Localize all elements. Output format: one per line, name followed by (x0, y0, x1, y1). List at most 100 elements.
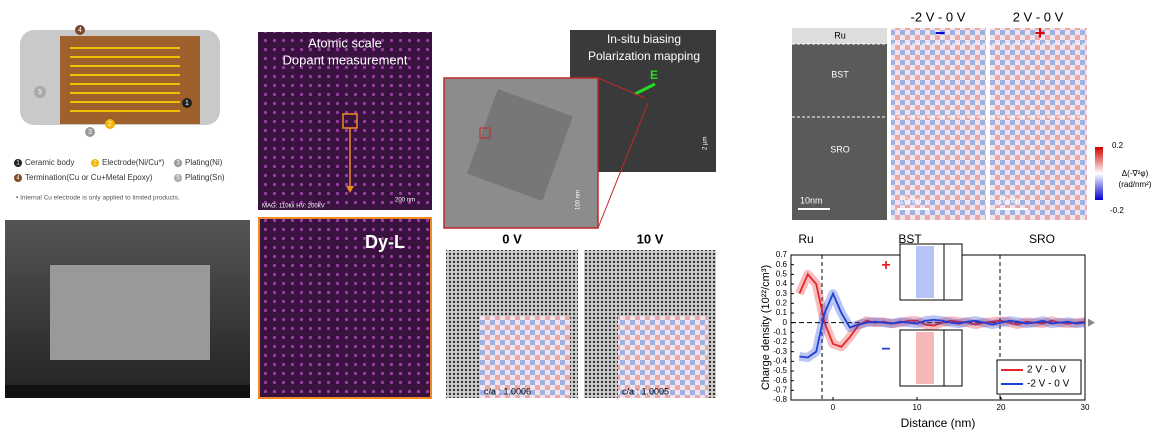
y-tick-label: -0.6 (773, 376, 787, 385)
y-axis-label: Charge density (10²²/cm³) (760, 265, 772, 390)
legend-text: Ceramic body (25, 158, 74, 167)
eds-map (258, 32, 432, 210)
region-label: SRO (1029, 232, 1055, 246)
legend-text: Termination(Cu or Cu+Metal Epoxy) (25, 173, 153, 182)
ratio: c/a : 1.0005 (622, 386, 669, 396)
axis-arrow (1088, 318, 1095, 327)
legend-text: Plating(Ni) (185, 158, 223, 167)
potential-map (990, 28, 1087, 220)
scale-label: 2 µm (703, 137, 709, 150)
legend-label: -2 V - 0 V (1027, 379, 1070, 390)
eds-title: Dopant measurement (282, 52, 407, 67)
grain (467, 89, 573, 201)
marker: 3 (88, 129, 92, 136)
series-line (798, 272, 1086, 348)
note: • Internal Cu electrode is only applied … (16, 195, 180, 202)
scale-label: 100 nm (576, 190, 582, 210)
legend-dot (174, 159, 182, 167)
layer-label: SRO (830, 144, 850, 154)
legend-num: 1 (16, 161, 20, 167)
legend-text: Electrode(Ni/Cu*) (102, 158, 165, 167)
field-arrow (634, 82, 656, 96)
legend-text: Plating(Sn) (185, 173, 225, 182)
colorbar-label: Δ(-∇²φ) (1122, 169, 1149, 178)
capacitor-termination (60, 36, 200, 124)
y-tick-label: 0.1 (776, 308, 788, 317)
legend-dot (174, 174, 182, 182)
x-tick-label: 20 (997, 403, 1006, 412)
inset-sign: + (881, 257, 890, 274)
sem-databar (5, 385, 250, 398)
legend-box (996, 359, 1082, 395)
legend-num: 4 (16, 176, 20, 182)
layer-label: BST (831, 69, 849, 79)
map-header: -2 V - 0 V (911, 9, 966, 24)
colorbar-min: -0.2 (1110, 206, 1124, 215)
marker: 1 (185, 100, 189, 107)
sign: − (935, 23, 946, 43)
scale-bar (798, 208, 830, 210)
series-line (799, 291, 1086, 359)
eds-title: Atomic scale (308, 35, 382, 50)
scale-label: 10nm (998, 195, 1021, 205)
legend-dot (14, 174, 22, 182)
scale-bar (996, 208, 1028, 210)
y-tick-label: -0.5 (773, 366, 787, 375)
polarization-map (618, 316, 708, 398)
y-tick-label: -0.8 (773, 395, 787, 404)
scale-label: 200 nm (395, 198, 415, 204)
stem-haadf (792, 28, 887, 220)
interfaces (792, 43, 1087, 118)
sem-lamella (50, 265, 210, 360)
legend-label: 2 V - 0 V (1027, 365, 1066, 376)
insitu-title: Polarization mapping (588, 49, 700, 63)
y-tick-label: -0.3 (773, 347, 787, 356)
dy-map (258, 217, 432, 399)
sign: + (1035, 23, 1046, 43)
region-label: BST (898, 232, 922, 246)
marker: 5 (38, 89, 42, 96)
y-tick-label: 0.3 (776, 289, 788, 298)
field-label: E (650, 68, 658, 82)
legend-num: 3 (176, 161, 180, 167)
y-tick-label: 0 (783, 318, 788, 327)
map-header: 2 V - 0 V (1013, 9, 1064, 24)
scale-bar (897, 208, 929, 210)
zoom-line (597, 102, 649, 229)
panel-header: 0 V (502, 231, 522, 246)
colorbar-label: (rad/nm²) (1119, 180, 1152, 189)
roi-arrowhead (346, 186, 354, 193)
inset-sign: − (881, 341, 890, 358)
potential-map (891, 28, 986, 220)
legend-dot (91, 159, 99, 167)
roi-box (479, 127, 491, 139)
colorbar (1095, 147, 1103, 200)
y-tick-label: 0.5 (776, 269, 788, 278)
y-tick-label: 0.7 (776, 250, 788, 259)
inset-field (916, 332, 934, 384)
legend-dot (14, 159, 22, 167)
zoom-line (597, 77, 646, 99)
legend-num: 2 (93, 161, 97, 167)
polarization-map (480, 316, 570, 398)
y-tick-label: -0.1 (773, 327, 787, 336)
ru-layer (792, 28, 887, 44)
panel-header: 10 V (637, 231, 664, 246)
inset-field (916, 246, 934, 298)
insitu-title: In-situ biasing (607, 32, 681, 46)
electrodes (70, 47, 180, 112)
layer-label: Ru (834, 30, 846, 40)
region-label: Ru (798, 232, 813, 246)
scale-label: 10nm (899, 195, 922, 205)
legend-num: 5 (176, 176, 180, 182)
y-tick-label: -0.7 (773, 385, 787, 394)
capacitor-panel: 1 2 3 4 5 1 Ceramic body 2 Electrode(Ni/Cu*… (14, 25, 225, 202)
y-tick-label: -0.4 (773, 356, 787, 365)
x-tick-label: 10 (913, 403, 922, 412)
ratio: c/a : 1.0006 (484, 386, 531, 396)
x-tick-label: 0 (831, 403, 836, 412)
y-tick-label: -0.2 (773, 337, 787, 346)
meta: MAG: 110kx HV: 200kV (262, 204, 325, 210)
charge-chart: Ru BST SRO -0.8-0.7-0.6-0.5-0.4-0.3-0.2-0.1… (760, 232, 1095, 430)
